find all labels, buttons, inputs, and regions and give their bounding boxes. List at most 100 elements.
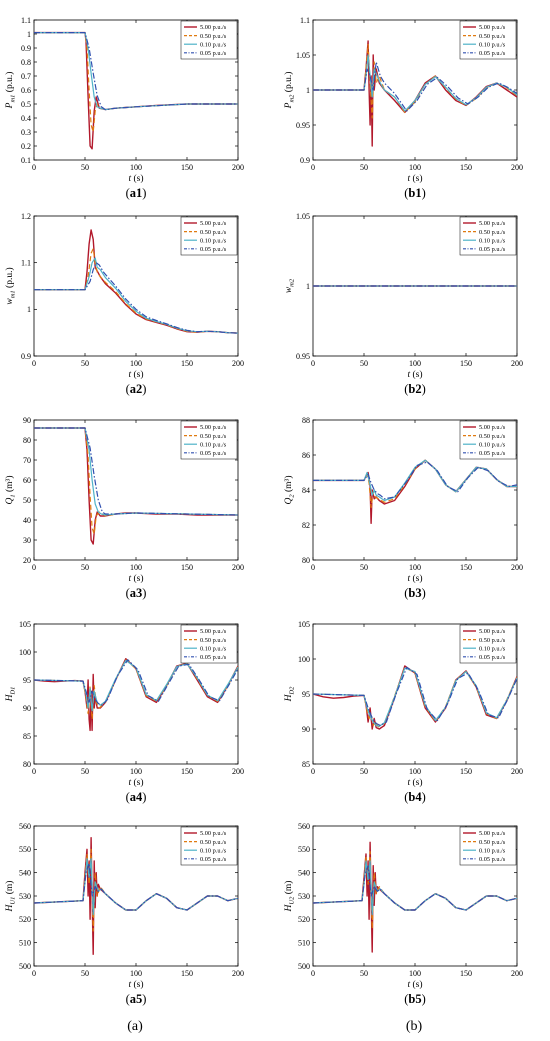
legend-entry-a4-2: 0.10 p.u./s xyxy=(200,645,227,652)
series-line-a3-2 xyxy=(34,427,238,516)
legend-b5: 5.00 p.u./s 0.50 p.u./s0.10 p.u./s 0.05 p.… xyxy=(459,826,517,866)
legend-entry-a1-3: 0.05 p.u./s xyxy=(200,50,227,57)
series-line-a2-3 xyxy=(34,262,238,334)
x-tick-label-a2: 0 xyxy=(32,359,36,368)
x-axis-label-a1: t (s) xyxy=(128,173,143,184)
legend-entry-b4-1: 0.50 p.u./s xyxy=(479,637,506,644)
panel-label-b5: (b5) xyxy=(404,992,426,1006)
y-tick-label-a5: 550 xyxy=(19,845,31,854)
x-tick-label-a4: 150 xyxy=(181,767,193,776)
x-tick-label-b1: 150 xyxy=(460,163,472,172)
legend-entry-a3-3: 0.05 p.u./s xyxy=(200,450,227,457)
y-tick-label-b4: 100 xyxy=(298,655,310,664)
panel-b2: 0 50 100 150 200 0.95 1 1.05 t (s) wm2 5.00 p.u./s… xyxy=(284,212,523,396)
x-tick-label-b5: 200 xyxy=(511,969,523,978)
y-tick-label-a3: 70 xyxy=(23,456,31,465)
y-tick-label-a1: 0.7 xyxy=(21,72,31,81)
y-tick-label-a5: 510 xyxy=(19,938,31,947)
y-axis-label-b1: Pm2 (p.u.) xyxy=(283,72,296,110)
series-line-a5-3 xyxy=(34,862,238,911)
legend-entry-b3-2: 0.10 p.u./s xyxy=(479,441,506,448)
x-tick-label-b3: 150 xyxy=(460,563,472,572)
y-tick-label-a1: 0.3 xyxy=(21,128,31,137)
y-tick-label-a1: 1 xyxy=(27,30,31,39)
y-tick-label-a3: 20 xyxy=(23,556,31,565)
panel-b5: 0 50 100 150 200 500 510 520 530 540 550 560 t (s) HU… xyxy=(283,822,523,1006)
y-tick-label-b2: 1.05 xyxy=(296,212,310,221)
x-axis-label-b2: t (s) xyxy=(407,369,422,380)
legend-entry-b3-3: 0.05 p.u./s xyxy=(479,450,506,457)
legend-entry-b5-0: 5.00 p.u./s xyxy=(479,830,506,837)
y-tick-label-b3: 88 xyxy=(302,416,310,425)
y-tick-label-a1: 0.9 xyxy=(21,44,31,53)
y-axis-label-a3: Q1 (m³) xyxy=(4,475,17,504)
legend-entry-b2-2: 0.10 p.u./s xyxy=(479,237,506,244)
y-axis-label-b4: HD2 xyxy=(284,686,296,703)
series-line-b4-3 xyxy=(313,666,517,727)
panel-label-a5: (a5) xyxy=(126,992,147,1006)
legend-b4: 5.00 p.u./s 0.50 p.u./s0.10 p.u./s 0.05 p.… xyxy=(459,624,517,664)
panel-a2: 0 50 100 150 200 0.9 1 1.1 1.2 t (s) wm1 (p.u.) 5.0… xyxy=(4,212,244,396)
y-tick-label-b1: 1 xyxy=(306,86,310,95)
legend-entry-a1-1: 0.50 p.u./s xyxy=(200,33,227,40)
x-tick-label-b4: 0 xyxy=(311,767,315,776)
y-tick-label-b5: 500 xyxy=(298,962,310,971)
y-tick-label-a4: 90 xyxy=(23,704,31,713)
legend-entry-a2-1: 0.50 p.u./s xyxy=(200,229,227,236)
x-tick-label-b2: 0 xyxy=(311,359,315,368)
x-tick-label-a5: 100 xyxy=(130,969,142,978)
y-tick-label-a2: 1.2 xyxy=(21,212,31,221)
panel-label-b2: (b2) xyxy=(404,382,426,396)
x-tick-label-b1: 50 xyxy=(360,163,368,172)
y-tick-label-b5: 540 xyxy=(298,868,310,877)
x-tick-label-a1: 0 xyxy=(32,163,36,172)
legend-entry-a1-0: 5.00 p.u./s xyxy=(200,24,227,31)
y-tick-label-b3: 84 xyxy=(302,486,310,495)
x-tick-label-a2: 200 xyxy=(232,359,244,368)
series-line-b3-3 xyxy=(313,461,517,500)
panel-a4: 0 50 100 150 200 80 85 90 95 100 105 t (s) HD1 5.00 p… xyxy=(5,620,244,804)
y-tick-label-b2: 0.95 xyxy=(296,352,310,361)
x-axis-label-a4: t (s) xyxy=(128,777,143,788)
series-line-a1-3 xyxy=(34,31,238,111)
y-tick-label-b1: 1.1 xyxy=(300,16,310,25)
legend-entry-b1-1: 0.50 p.u./s xyxy=(479,33,506,40)
legend-entry-b4-2: 0.10 p.u./s xyxy=(479,645,506,652)
x-tick-label-b1: 100 xyxy=(409,163,421,172)
x-tick-label-b3: 100 xyxy=(409,563,421,572)
panel-label-a2: (a2) xyxy=(126,382,147,396)
x-tick-label-a2: 50 xyxy=(81,359,89,368)
panel-a1: 0 50 100 150 200 0.1 0.2 0.3 0.4 0.5 0.6 0.7 0.8 0.9 1… xyxy=(4,16,244,200)
x-tick-label-a3: 0 xyxy=(32,563,36,572)
x-tick-label-a1: 200 xyxy=(232,163,244,172)
x-tick-label-b5: 0 xyxy=(311,969,315,978)
y-tick-label-a4: 80 xyxy=(23,760,31,769)
series-line-b1-2 xyxy=(313,54,517,112)
legend-entry-a2-2: 0.10 p.u./s xyxy=(200,237,227,244)
legend-a2: 5.00 p.u./s 0.50 p.u./s0.10 p.u./s 0.05 p.… xyxy=(180,216,238,256)
y-tick-label-a5: 560 xyxy=(19,822,31,831)
y-tick-label-a5: 530 xyxy=(19,892,31,901)
legend-entry-b1-3: 0.05 p.u./s xyxy=(479,50,506,57)
legend-entry-b3-1: 0.50 p.u./s xyxy=(479,433,506,440)
x-tick-label-a4: 100 xyxy=(130,767,142,776)
x-tick-label-b3: 0 xyxy=(311,563,315,572)
y-tick-label-a4: 95 xyxy=(23,676,31,685)
x-tick-label-b4: 150 xyxy=(460,767,472,776)
y-tick-label-a2: 1 xyxy=(27,305,31,314)
x-tick-label-a4: 50 xyxy=(81,767,89,776)
legend-b1: 5.00 p.u./s 0.50 p.u./s0.10 p.u./s 0.05 p.… xyxy=(459,20,517,60)
x-tick-label-b5: 100 xyxy=(409,969,421,978)
legend-entry-b2-3: 0.05 p.u./s xyxy=(479,246,506,253)
x-tick-label-b2: 50 xyxy=(360,359,368,368)
y-tick-label-a4: 100 xyxy=(19,648,31,657)
legend-entry-b1-2: 0.10 p.u./s xyxy=(479,41,506,48)
legend-entry-a5-2: 0.10 p.u./s xyxy=(200,847,227,854)
y-tick-label-b1: 0.9 xyxy=(300,156,310,165)
panel-b3: 0 50 100 150 200 80 82 84 86 88 t (s) Q2 (m³) 5.00 p… xyxy=(283,416,523,600)
y-tick-label-a5: 520 xyxy=(19,915,31,924)
legend-entry-a4-0: 5.00 p.u./s xyxy=(200,628,227,635)
y-tick-label-a3: 80 xyxy=(23,436,31,445)
column-label-a: (a) xyxy=(127,1019,143,1034)
